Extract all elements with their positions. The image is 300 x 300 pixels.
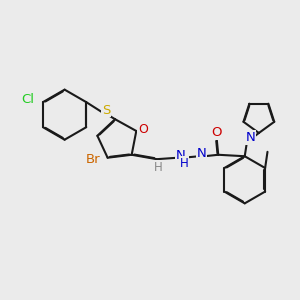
Text: O: O bbox=[212, 127, 222, 140]
Text: H: H bbox=[154, 161, 163, 174]
Text: H: H bbox=[180, 157, 189, 169]
Text: N: N bbox=[246, 131, 256, 144]
Text: Br: Br bbox=[85, 153, 100, 166]
Text: N: N bbox=[196, 147, 206, 161]
Text: N: N bbox=[176, 149, 185, 162]
Text: S: S bbox=[102, 103, 110, 117]
Text: Cl: Cl bbox=[22, 93, 35, 106]
Text: O: O bbox=[138, 123, 148, 136]
